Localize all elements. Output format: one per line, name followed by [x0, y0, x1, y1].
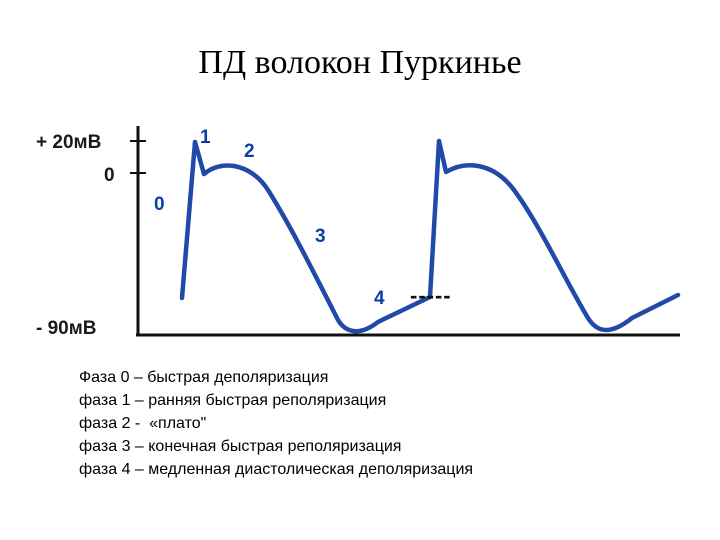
slide-title: ПД волокон Пуркинье — [198, 44, 522, 81]
phase-label-3: 3 — [315, 226, 326, 247]
phase-label-2: 2 — [244, 141, 255, 162]
threshold-dashes: ----- — [410, 283, 452, 308]
phase-legend: Фаза 0 – быстрая деполяризация фаза 1 – … — [79, 366, 473, 481]
legend-phase-3: фаза 3 – конечная быстрая реполяризация — [79, 438, 402, 455]
axis-label-plus20: + 20мВ — [36, 132, 101, 153]
legend-phase-1: фаза 1 – ранняя быстрая реполяризация — [79, 392, 387, 409]
phase-label-0: 0 — [154, 194, 165, 215]
axis-label-zero: 0 — [104, 165, 115, 186]
legend-phase-4: фаза 4 – медленная диастолическая деполя… — [79, 461, 474, 478]
legend-phase-2: фаза 2 - «плато" — [79, 415, 207, 432]
phase-label-4: 4 — [374, 288, 385, 309]
action-potential-trace — [179, 138, 681, 334]
legend-phase-0: Фаза 0 – быстрая деполяризация — [79, 369, 329, 386]
phase-label-1: 1 — [200, 127, 211, 148]
axis-label-minus90: - 90мВ — [36, 318, 97, 339]
